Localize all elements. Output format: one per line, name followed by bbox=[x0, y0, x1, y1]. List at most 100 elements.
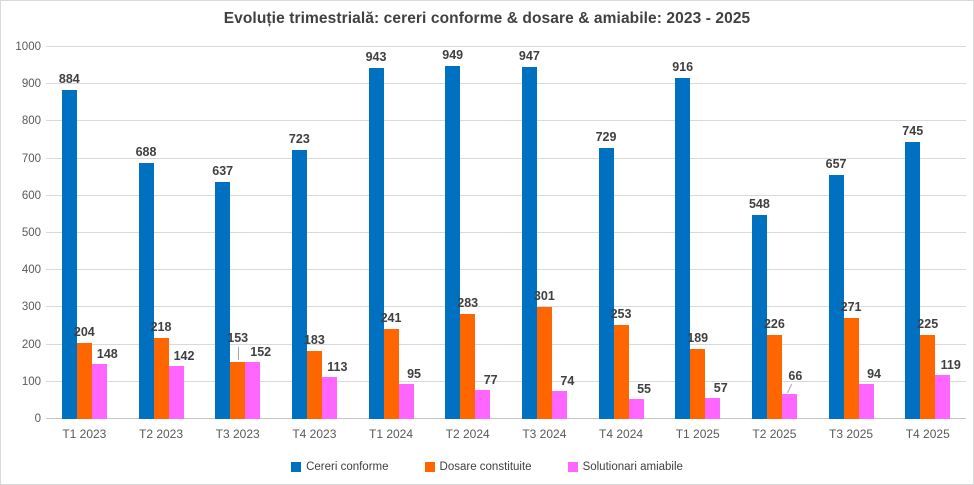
gridline bbox=[46, 343, 966, 345]
x-axis-label: T1 2023 bbox=[62, 427, 107, 441]
bar-solutionari-amiabile: 119 bbox=[935, 358, 961, 419]
bar-group: 943 241 95 bbox=[353, 47, 430, 419]
gridline bbox=[46, 418, 966, 419]
bar-value-label: 271 bbox=[840, 300, 862, 315]
bar-value-label: 218 bbox=[150, 319, 172, 334]
plot-area: 884 204 148 688 218 142 637 153 152 723 183 113 943 2… bbox=[46, 46, 966, 419]
bar-group: 548 226 66 bbox=[736, 47, 813, 419]
bar-solutionari-amiabile: 94 bbox=[858, 367, 881, 419]
bar-cereri-conforme: 943 bbox=[366, 50, 386, 419]
bar-value-label: 548 bbox=[748, 197, 770, 212]
x-axis-label: T2 2023 bbox=[138, 427, 184, 441]
bar-group: 745 225 119 bbox=[889, 47, 966, 419]
gridline bbox=[46, 269, 966, 271]
bar-cluster: 729 253 55 bbox=[583, 47, 660, 419]
legend-label: Solutionari amiabile bbox=[582, 461, 683, 473]
bar-value-label: 688 bbox=[135, 145, 157, 160]
bar-cluster: 947 301 74 bbox=[506, 47, 583, 419]
bar-dosare-constituite: 225 bbox=[917, 317, 938, 419]
bar-value-label: 204 bbox=[73, 325, 95, 340]
bar-value-label: 153 bbox=[227, 331, 249, 346]
bar-cluster: 688 218 142 bbox=[123, 47, 200, 419]
y-axis-tick-label: 400 bbox=[21, 264, 41, 277]
bar-cluster: 723 183 113 bbox=[276, 47, 353, 419]
bar-cluster: 943 241 95 bbox=[353, 47, 430, 419]
bar-group: 637 153 152 bbox=[199, 47, 276, 419]
legend-label: Cereri conforme bbox=[306, 461, 389, 473]
bar-group: 729 253 55 bbox=[583, 47, 660, 419]
y-axis-tick-label: 900 bbox=[21, 78, 41, 91]
bar-value-label: 95 bbox=[407, 366, 421, 381]
bar-cereri-conforme: 884 bbox=[59, 72, 80, 419]
x-axis-label: T4 2023 bbox=[292, 427, 337, 441]
bar-value-label: 152 bbox=[250, 345, 272, 360]
chart-title: Evoluție trimestrială: cereri conforme &… bbox=[223, 10, 751, 27]
bar-cluster: 548 226 66 bbox=[736, 47, 813, 419]
bar-dosare-constituite: 283 bbox=[457, 296, 478, 419]
bar-group: 949 283 77 bbox=[429, 47, 506, 419]
bar-value-label: 148 bbox=[96, 346, 118, 361]
bar-cereri-conforme: 548 bbox=[749, 197, 770, 419]
bar-solutionari-amiabile: 142 bbox=[168, 349, 194, 419]
bar-value-label: 94 bbox=[867, 367, 881, 382]
bar-group: 688 218 142 bbox=[123, 47, 200, 419]
gridline bbox=[46, 380, 966, 382]
bar-cereri-conforme: 657 bbox=[826, 157, 846, 419]
legend-swatch bbox=[424, 462, 435, 472]
bar-dosare-constituite: 204 bbox=[74, 325, 95, 419]
bar-value-label: 77 bbox=[483, 373, 498, 388]
legend-item-solutionari-amiabile: Solutionari amiabile bbox=[567, 461, 683, 473]
bar-solutionari-amiabile: 74 bbox=[551, 374, 574, 419]
bar-solutionari-amiabile: 113 bbox=[321, 360, 347, 419]
bar-solutionari-amiabile: 66 bbox=[781, 369, 802, 419]
x-axis-label: T2 2025 bbox=[752, 427, 797, 441]
bar-cereri-conforme: 947 bbox=[519, 49, 540, 419]
bar-value-label: 253 bbox=[610, 306, 632, 321]
bar-value-label: 113 bbox=[327, 359, 348, 374]
bar-dosare-constituite: 226 bbox=[764, 317, 785, 419]
bar-cluster: 637 153 152 bbox=[199, 47, 276, 419]
bar-value-label: 729 bbox=[595, 129, 617, 144]
bar-cereri-conforme: 723 bbox=[289, 132, 310, 419]
gridline bbox=[46, 120, 966, 122]
legend-item-cereri-conforme: Cereri conforme bbox=[291, 461, 389, 473]
bar-value-label: 745 bbox=[902, 123, 924, 138]
x-axis-label: T4 2024 bbox=[599, 427, 644, 441]
gridline bbox=[46, 194, 966, 196]
bar-dosare-constituite: 189 bbox=[687, 331, 708, 419]
legend: Cereri conforme Dosare constituite Solutio… bbox=[1, 461, 973, 473]
label-leader-line bbox=[787, 384, 793, 394]
bar-value-label: 183 bbox=[303, 332, 325, 347]
bar-dosare-constituite: 241 bbox=[381, 311, 401, 419]
bar-cereri-conforme: 688 bbox=[136, 145, 156, 419]
bar-dosare-constituite: 301 bbox=[534, 289, 555, 419]
x-axis: T1 2023 T2 2023 T3 2023 T4 2023 T1 2024 T2 20… bbox=[46, 427, 966, 441]
bar-solutionari-amiabile: 57 bbox=[705, 381, 728, 419]
bar-value-label: 949 bbox=[442, 47, 464, 62]
label-leader-line bbox=[237, 347, 239, 361]
bar-value-label: 74 bbox=[560, 374, 575, 389]
bar-cluster: 949 283 77 bbox=[429, 47, 506, 419]
bar-value-label: 947 bbox=[518, 48, 540, 63]
bar-value-label: 142 bbox=[173, 349, 195, 364]
bar-value-label: 637 bbox=[212, 164, 234, 179]
y-axis-tick-label: 700 bbox=[21, 152, 41, 165]
bar-solutionari-amiabile: 55 bbox=[628, 382, 651, 419]
bar-dosare-constituite: 183 bbox=[304, 333, 325, 419]
gridline bbox=[46, 46, 966, 47]
x-axis-label: T2 2024 bbox=[445, 427, 490, 441]
gridline bbox=[46, 157, 966, 159]
legend-item-dosare-constituite: Dosare constituite bbox=[424, 461, 532, 473]
legend-swatch bbox=[291, 462, 302, 472]
bar-cereri-conforme: 916 bbox=[672, 60, 693, 419]
y-axis-tick-label: 800 bbox=[21, 115, 41, 128]
x-axis-label: T3 2025 bbox=[829, 427, 874, 441]
y-axis-tick-label: 1000 bbox=[15, 41, 41, 53]
x-axis-label: T1 2025 bbox=[675, 427, 720, 441]
bar-dosare-constituite: 218 bbox=[151, 320, 171, 419]
bar-group: 916 189 57 bbox=[659, 47, 736, 419]
bar-value-label: 119 bbox=[940, 357, 961, 372]
bar-group: 723 183 113 bbox=[276, 47, 353, 419]
bar-value-label: 723 bbox=[288, 132, 310, 147]
